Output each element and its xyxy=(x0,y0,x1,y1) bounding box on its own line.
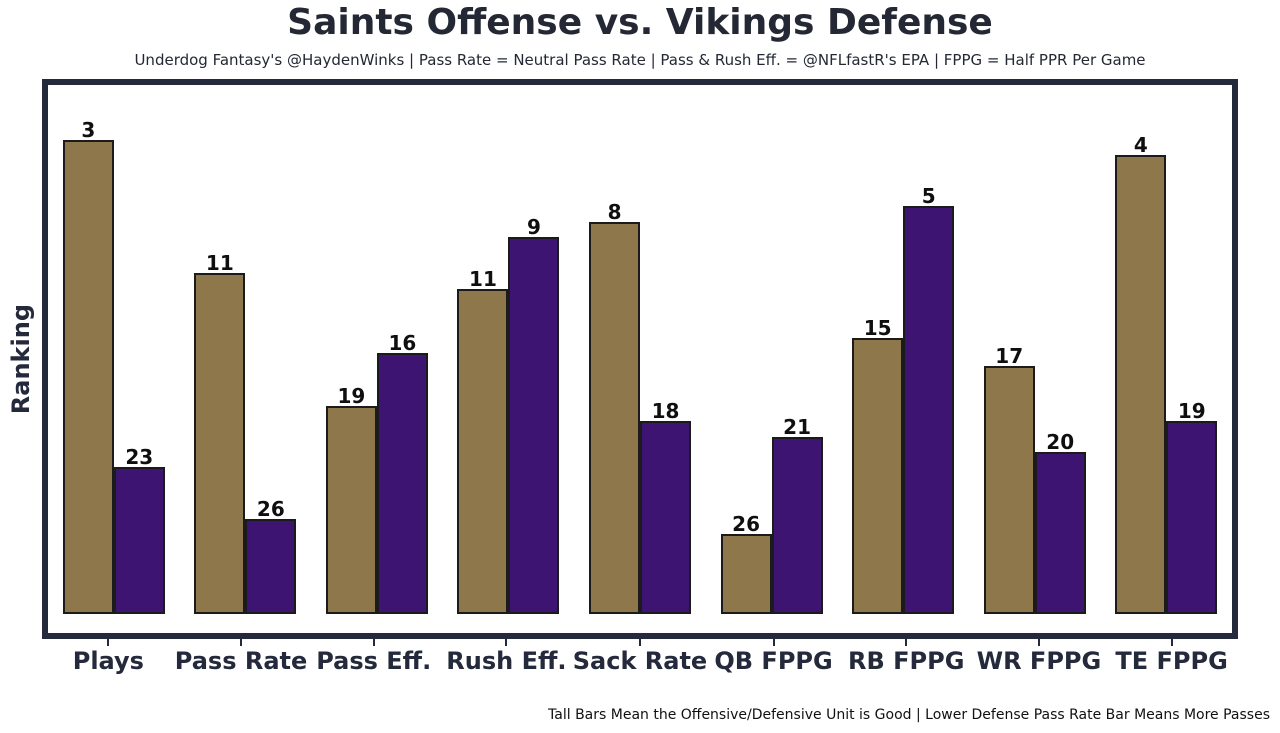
bar-value-label: 8 xyxy=(607,200,622,225)
bar-vikings-defense: 5 xyxy=(903,185,955,614)
bar-value-label: 26 xyxy=(256,496,285,521)
chart-footnote: Tall Bars Mean the Offensive/Defensive U… xyxy=(548,707,1270,723)
bar-value-label: 19 xyxy=(1177,398,1206,423)
x-axis-tick xyxy=(1037,639,1040,646)
x-axis-category-label: Pass Eff. xyxy=(316,647,432,675)
bar-vikings-defense: 18 xyxy=(640,400,692,614)
x-axis-tick xyxy=(905,639,908,646)
bar-value-label: 4 xyxy=(1133,132,1148,157)
plot-frame: 3 23 11 26 19 16 11 9 8 18 26 21 15 5 17 20 4 19 xyxy=(42,79,1238,639)
x-axis-category: TE FPPG xyxy=(1105,639,1238,675)
bar-value-label: 23 xyxy=(125,444,154,469)
y-axis-label-container: Ranking xyxy=(0,79,42,639)
bar-saints-offense: 17 xyxy=(983,345,1035,614)
x-axis-category-label: Pass Rate xyxy=(174,647,308,675)
bar-value-label: 21 xyxy=(783,414,812,439)
bar-saints-offense: 8 xyxy=(589,201,641,614)
bar-value-label: 11 xyxy=(205,250,234,275)
bar-vikings-defense: 21 xyxy=(771,416,823,614)
bar-group: 4 19 xyxy=(1101,85,1233,614)
bar-group: 26 21 xyxy=(706,85,838,614)
bar-saints-offense: 3 xyxy=(62,119,114,614)
bar-value-label: 20 xyxy=(1046,430,1075,455)
bar-saints-offense: 19 xyxy=(325,385,377,614)
bar-saints-offense: 26 xyxy=(720,513,772,614)
y-axis-label: Ranking xyxy=(7,303,35,415)
bar-group: 8 18 xyxy=(574,85,706,614)
x-axis-category: Rush Eff. xyxy=(440,639,573,675)
bar-saints-offense: 4 xyxy=(1115,134,1167,614)
x-axis-category-label: WR FPPG xyxy=(976,647,1102,675)
x-axis-category: Sack Rate xyxy=(573,639,707,675)
x-axis-category: QB FPPG xyxy=(707,639,840,675)
bar-value-label: 18 xyxy=(651,398,680,423)
bar-saints-offense: 15 xyxy=(852,317,904,614)
x-axis-category: Plays xyxy=(42,639,175,675)
bar-saints-offense: 11 xyxy=(194,252,246,614)
x-axis-category: RB FPPG xyxy=(840,639,973,675)
bar-value-label: 11 xyxy=(469,267,497,292)
chart-title: Saints Offense vs. Vikings Defense xyxy=(287,2,993,43)
bar-group: 11 9 xyxy=(443,85,575,614)
bar-value-label: 3 xyxy=(81,118,96,143)
x-axis-category: WR FPPG xyxy=(973,639,1106,675)
bar-vikings-defense: 9 xyxy=(508,216,560,614)
bar-saints-offense: 11 xyxy=(457,268,509,614)
x-axis-labels: Plays Pass Rate Pass Eff. Rush Eff. Sack Rat… xyxy=(42,639,1238,675)
bar-value-label: 26 xyxy=(732,512,761,537)
bar-value-label: 16 xyxy=(388,331,417,356)
chart-subtitle: Underdog Fantasy's @HaydenWinks | Pass R… xyxy=(134,51,1146,69)
bar-group: 11 26 xyxy=(180,85,312,614)
x-axis-tick xyxy=(772,639,775,646)
x-axis-tick xyxy=(107,639,110,646)
x-axis-category-label: RB FPPG xyxy=(848,647,965,675)
bar-vikings-defense: 19 xyxy=(1166,400,1218,614)
x-axis-category-label: TE FPPG xyxy=(1115,647,1228,675)
x-axis-tick xyxy=(505,639,508,646)
bar-value-label: 9 xyxy=(527,214,541,239)
bar-value-label: 19 xyxy=(337,384,366,409)
x-axis-tick xyxy=(638,639,641,646)
x-axis-category: Pass Rate xyxy=(175,639,308,675)
x-axis-category: Pass Eff. xyxy=(307,639,440,675)
bar-value-label: 15 xyxy=(863,315,892,340)
bar-group: 15 5 xyxy=(837,85,969,614)
bar-vikings-defense: 16 xyxy=(376,332,428,614)
x-axis-category-label: Plays xyxy=(72,647,144,675)
bar-group: 17 20 xyxy=(969,85,1101,614)
bar-vikings-defense: 26 xyxy=(245,498,297,614)
bar-vikings-defense: 20 xyxy=(1034,431,1086,614)
bar-group: 3 23 xyxy=(48,85,180,614)
bar-value-label: 5 xyxy=(921,184,936,209)
x-axis-category-label: Sack Rate xyxy=(572,647,708,675)
x-axis-category-label: Rush Eff. xyxy=(446,647,567,675)
x-axis-category-label: QB FPPG xyxy=(714,647,833,675)
x-axis-tick xyxy=(240,639,243,646)
bar-group: 19 16 xyxy=(311,85,443,614)
bar-vikings-defense: 23 xyxy=(113,446,165,614)
x-axis-tick xyxy=(372,639,375,646)
bar-groups: 3 23 11 26 19 16 11 9 8 18 26 21 15 5 17 20 4 19 xyxy=(48,85,1232,614)
x-axis-tick xyxy=(1170,639,1173,646)
bar-value-label: 17 xyxy=(995,343,1024,368)
